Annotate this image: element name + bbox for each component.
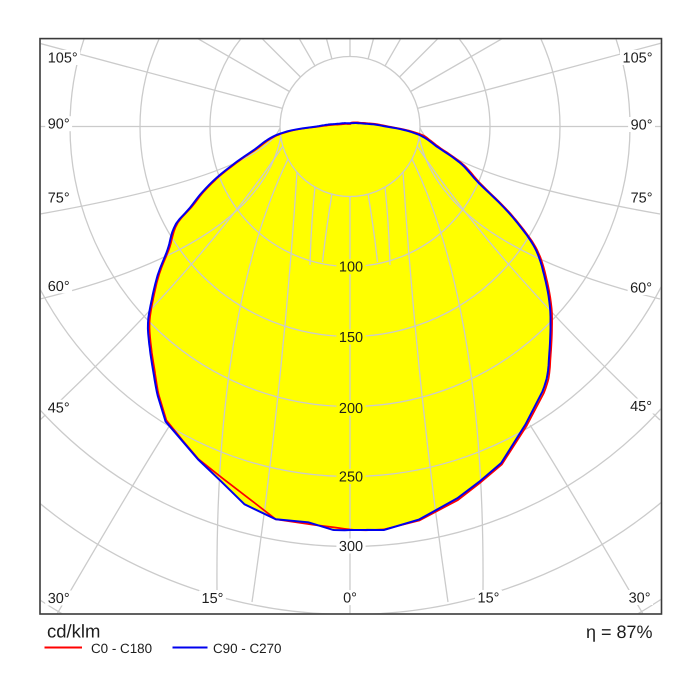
svg-text:cd/klm: cd/klm [47, 621, 100, 642]
svg-text:η = 87%: η = 87% [586, 622, 653, 642]
svg-text:300: 300 [339, 539, 363, 555]
svg-text:15°: 15° [478, 591, 500, 607]
svg-text:90°: 90° [631, 118, 653, 134]
svg-text:75°: 75° [48, 190, 70, 206]
svg-text:45°: 45° [630, 399, 652, 415]
svg-text:C0 - C180: C0 - C180 [91, 641, 152, 656]
svg-text:200: 200 [339, 401, 363, 417]
svg-text:150: 150 [339, 330, 363, 346]
svg-text:105°: 105° [48, 51, 78, 67]
svg-text:C90 - C270: C90 - C270 [213, 641, 281, 656]
svg-text:30°: 30° [48, 591, 70, 607]
svg-text:90°: 90° [48, 117, 70, 133]
svg-text:60°: 60° [630, 281, 652, 297]
svg-text:30°: 30° [629, 591, 651, 607]
svg-text:75°: 75° [631, 190, 653, 206]
svg-text:0°: 0° [343, 591, 357, 607]
svg-text:15°: 15° [202, 591, 224, 607]
svg-text:60°: 60° [48, 279, 70, 295]
svg-text:105°: 105° [623, 51, 653, 67]
svg-text:250: 250 [339, 470, 363, 486]
svg-text:45°: 45° [48, 400, 70, 416]
svg-text:100: 100 [339, 260, 363, 276]
